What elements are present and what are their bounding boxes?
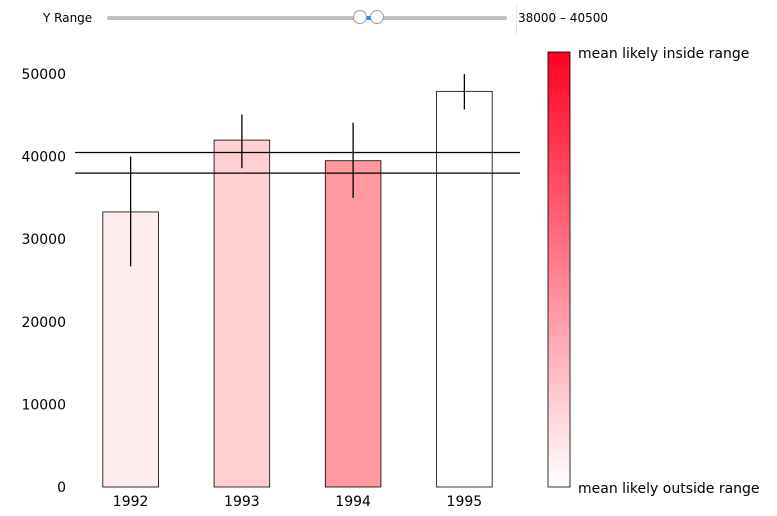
x-tick-label: 1992 xyxy=(113,494,149,510)
y-tick-label: 30000 xyxy=(21,232,66,248)
y-range-slider[interactable] xyxy=(107,10,507,24)
y-range-label: Y Range xyxy=(43,11,93,25)
x-tick-label: 1995 xyxy=(447,494,483,510)
bar-1995 xyxy=(436,90,493,488)
bar-1994 xyxy=(324,160,382,488)
y-range-low-handle[interactable] xyxy=(353,10,368,24)
y-tick-label: 10000 xyxy=(21,397,66,413)
y-range-value: 38000 – 40500 xyxy=(518,11,608,25)
x-tick-label: 1993 xyxy=(224,494,260,510)
y-tick-label: 40000 xyxy=(21,150,66,166)
y-tick-label: 0 xyxy=(57,480,66,496)
y-range-high-handle[interactable] xyxy=(370,10,384,24)
colorbar xyxy=(547,51,571,488)
y-tick-label: 20000 xyxy=(21,315,66,331)
y-tick-label: 50000 xyxy=(21,67,66,83)
y-range-divider xyxy=(516,4,517,34)
x-tick-label: 1994 xyxy=(335,494,371,510)
colorbar-top-label: mean likely inside range xyxy=(578,46,749,62)
bar-1993 xyxy=(213,139,271,488)
colorbar-bottom-label: mean likely outside range xyxy=(578,481,760,497)
y-range-slider-fill xyxy=(360,16,377,20)
